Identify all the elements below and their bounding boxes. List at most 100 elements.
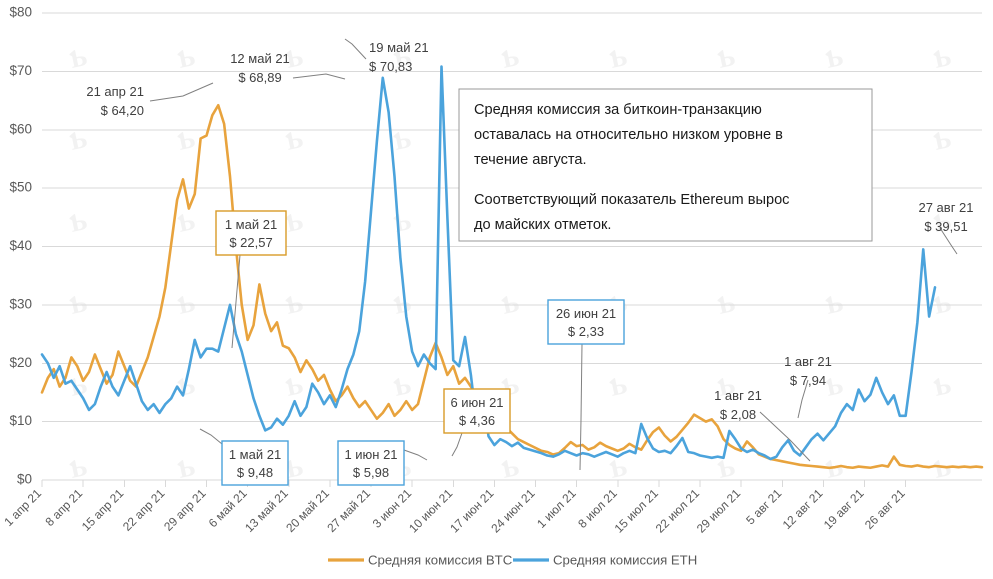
annotation-date: 1 июн 21 (344, 447, 397, 462)
series-lines (40, 65, 984, 470)
annotation-value: $ 39,51 (924, 219, 967, 234)
annotation-date: 1 май 21 (229, 447, 281, 462)
annotation-date: 26 июн 21 (556, 306, 616, 321)
watermark-logo: Ƅ (283, 370, 306, 402)
watermark-logo: Ƅ (175, 42, 198, 74)
annotation-eth-19may: 19 май 21 $ 70,83 (369, 40, 429, 74)
note-callout: Средняя комиссия за биткоин-транзакцию о… (458, 88, 873, 242)
watermark-logo: Ƅ (931, 288, 954, 320)
note-line-1: Средняя комиссия за биткоин-транзакцию (474, 102, 762, 118)
y-axis-tick-label: $80 (9, 5, 32, 20)
annotation-eth-27aug: 27 авг 21 $ 39,51 (918, 200, 973, 234)
watermark-logo: Ƅ (931, 42, 954, 74)
annotation-value: $ 64,20 (101, 103, 144, 118)
x-axis-tick-label: 17 июн 21 (447, 486, 497, 536)
annotation-value: $ 5,98 (353, 465, 389, 480)
watermark-logo: Ƅ (499, 452, 522, 484)
y-axis-tick-label: $30 (9, 296, 32, 311)
x-axis-tick-label: 20 май 21 (283, 486, 332, 535)
x-axis-tick-label: 10 июн 21 (406, 486, 456, 536)
note-box (458, 88, 873, 242)
y-axis-tick-label: $60 (9, 121, 32, 136)
watermark-logo: Ƅ (823, 288, 846, 320)
watermark-logo: Ƅ (283, 42, 306, 74)
annotation-date: 1 авг 21 (784, 354, 832, 369)
annotation-leader-line (579, 343, 583, 471)
x-axis-tick-label: 22 июл 21 (653, 486, 703, 536)
note-line-3: течение августа. (474, 152, 587, 168)
x-axis-tick-label: 29 апр 21 (161, 486, 209, 534)
watermark-logo: Ƅ (931, 206, 954, 238)
watermark-logo: Ƅ (283, 452, 306, 484)
watermark-logo: Ƅ (67, 288, 90, 320)
annotation-date: 12 май 21 (230, 51, 290, 66)
annotation-value: $ 2,08 (720, 407, 756, 422)
annotation-box (221, 440, 289, 486)
watermark-logo: Ƅ (499, 42, 522, 74)
annotation-leader-line (231, 254, 241, 349)
legend-label-btc: Средняя комиссия BTC (368, 552, 513, 567)
annotation-date: 6 июн 21 (450, 395, 503, 410)
annotation-date: 1 май 21 (225, 217, 277, 232)
watermark-logo: Ƅ (715, 288, 738, 320)
annotation-value: $ 68,89 (238, 70, 281, 85)
annotation-eth-1may: 1 май 21 $ 9,48 (221, 440, 289, 486)
watermark-logo: Ƅ (391, 370, 414, 402)
x-axis-tick-label: 22 апр 21 (120, 486, 168, 534)
watermark-logo: Ƅ (391, 42, 414, 74)
x-axis-tick-label: 15 апр 21 (79, 486, 127, 534)
x-axis-tick-label: 15 июл 21 (612, 486, 662, 536)
watermark-logo: Ƅ (67, 124, 90, 156)
x-axis-tick-label: 12 авг 21 (780, 486, 826, 532)
y-axis-labels: $0 $10 $20 $30 $40 $50 $60 $70 $80 (9, 5, 32, 487)
annotation-btc-6jun: 6 июн 21 $ 4,36 (443, 388, 511, 434)
watermark-logo: Ƅ (607, 452, 630, 484)
annotation-leader-line (344, 38, 367, 60)
annotation-leader-line (403, 449, 428, 461)
annotation-btc-1may: 1 май 21 $ 22,57 (215, 210, 287, 256)
x-axis-tick-label: 26 авг 21 (862, 486, 908, 532)
watermark-logo: Ƅ (607, 42, 630, 74)
annotation-value: $ 4,36 (459, 413, 495, 428)
note-line-4: Соответствующий показатель Ethereum выро… (474, 192, 789, 208)
note-line-5: до майских отметок. (474, 217, 611, 233)
watermark-logo: Ƅ (175, 124, 198, 156)
gridlines (42, 12, 982, 481)
watermark-logo: Ƅ (283, 288, 306, 320)
annotation-eth-1jun: 1 июн 21 $ 5,98 (337, 440, 405, 486)
annotation-btc-21apr: 21 апр 21 $ 64,20 (86, 84, 144, 118)
watermark-logo: Ƅ (283, 206, 306, 238)
annotation-leader-line (149, 82, 214, 102)
watermark-logo: Ƅ (391, 124, 414, 156)
y-axis-tick-label: $0 (17, 472, 32, 487)
watermark-logo: Ƅ (715, 42, 738, 74)
watermark-logo: Ƅ (715, 452, 738, 484)
x-axis-ticks (41, 480, 907, 487)
watermark-logo: Ƅ (607, 370, 630, 402)
watermark-logo: Ƅ (175, 206, 198, 238)
annotation-btc-1aug: 1 авг 21 $ 2,08 (714, 388, 762, 422)
annotation-leader-line (759, 411, 811, 462)
annotation-leader-line (292, 73, 346, 80)
annotation-value: $ 70,83 (369, 59, 412, 74)
watermark-logo: Ƅ (391, 206, 414, 238)
annotation-box (547, 299, 625, 345)
watermark-logo: Ƅ (283, 124, 306, 156)
x-axis-tick-label: 29 июл 21 (694, 486, 744, 536)
annotation-value: $ 2,33 (568, 324, 604, 339)
y-axis-tick-label: $50 (9, 180, 32, 195)
annotation-eth-1aug: 1 авг 21 $ 7,94 (784, 354, 832, 388)
annotation-labels: 21 апр 21 $ 64,20 12 май 21 $ 68,89 19 май 2… (86, 40, 974, 486)
series-line-btc (40, 103, 984, 470)
watermark-logo: Ƅ (391, 288, 414, 320)
annotation-leader-line (797, 379, 809, 419)
annotation-leader-line (199, 428, 223, 445)
watermark-logo: Ƅ (931, 124, 954, 156)
watermark-logo: Ƅ (67, 42, 90, 74)
legend-label-eth: Средняя комиссия ETH (553, 552, 697, 567)
x-axis-tick-label: 24 июн 21 (488, 486, 538, 536)
x-axis-tick-label: 27 май 21 (324, 486, 373, 535)
x-axis-tick-label: 1 апр 21 (1, 486, 44, 529)
